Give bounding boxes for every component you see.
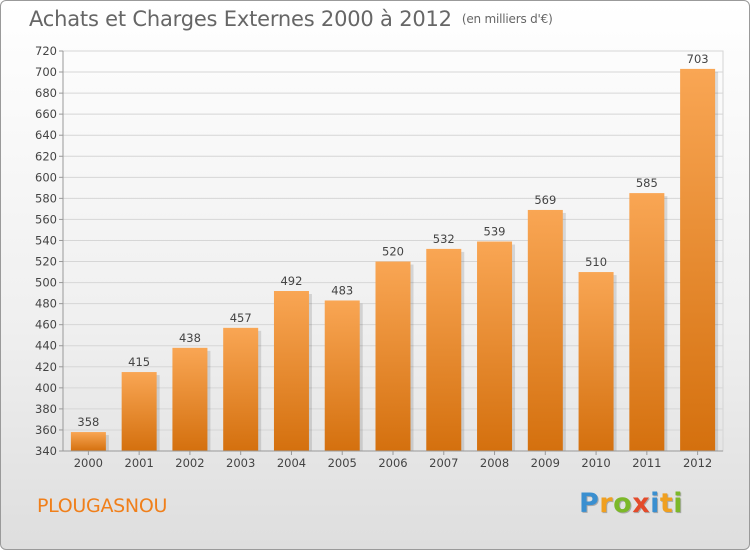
y-tick-label: 620 [35, 149, 57, 163]
bar-2000 [70, 432, 106, 451]
data-label: 532 [433, 232, 455, 246]
data-label: 569 [534, 193, 556, 207]
logo-letter: x [632, 488, 651, 519]
x-tick-label: 2007 [429, 456, 458, 470]
bar-2011 [629, 193, 665, 451]
y-axis: 340 360 380 400 420 440 460 480 500 520 540 560 580 6… [35, 44, 64, 458]
x-tick-label: 2008 [480, 456, 509, 470]
y-tick-label: 480 [35, 297, 57, 311]
logo-letter: i [673, 488, 684, 519]
y-tick-label: 560 [35, 212, 57, 226]
y-tick-label: 440 [35, 339, 57, 353]
y-tick-label: 460 [35, 318, 57, 332]
x-tick-label: 2010 [581, 456, 610, 470]
x-tick-label: 2004 [277, 456, 306, 470]
chart-title-text: Achats et Charges Externes 2000 à 2012 [29, 7, 452, 31]
x-axis: 2000 2001 2002 2003 2004 2005 2006 2007 2008 2009… [63, 450, 723, 470]
y-tick-label: 540 [35, 233, 57, 247]
data-labels: 358 415 438 457 492 483 520 532 539 569 510 585 703 [77, 52, 708, 429]
bar-2007 [426, 248, 462, 451]
bar-2012 [680, 68, 716, 451]
commune-name: PLOUGASNOU [37, 495, 168, 517]
bar-2001 [121, 372, 157, 451]
bars [70, 68, 719, 451]
data-label: 703 [687, 52, 709, 66]
logo-letter: t [659, 488, 674, 519]
y-tick-label: 520 [35, 255, 57, 269]
bar-2006 [375, 261, 411, 451]
y-tick-label: 720 [35, 44, 57, 58]
data-label: 415 [128, 355, 150, 369]
y-tick-label: 380 [35, 402, 57, 416]
y-tick-label: 400 [35, 381, 57, 395]
bar-2009 [527, 209, 563, 451]
y-tick-label: 660 [35, 107, 57, 121]
y-tick-label: 420 [35, 360, 57, 374]
x-tick-label: 2000 [74, 456, 103, 470]
data-label: 520 [382, 245, 404, 259]
y-tick-label: 700 [35, 65, 57, 79]
y-tick-label: 640 [35, 128, 57, 142]
proxiti-logo[interactable]: Proxiti [579, 488, 683, 519]
logo-letter: i [650, 488, 660, 519]
bar-2010 [578, 272, 614, 451]
y-tick-label: 340 [35, 444, 57, 458]
x-tick-label: 2006 [378, 456, 407, 470]
bar-2008 [477, 241, 513, 451]
logo-letter: r [599, 488, 614, 519]
x-tick-label: 2009 [531, 456, 560, 470]
x-tick-label: 2001 [125, 456, 154, 470]
x-tick-label: 2011 [632, 456, 661, 470]
x-tick-label: 2002 [175, 456, 204, 470]
y-tick-label: 580 [35, 191, 57, 205]
bar-2004 [273, 291, 309, 451]
bar-2005 [324, 300, 360, 451]
chart-title: Achats et Charges Externes 2000 à 2012 (e… [29, 7, 553, 31]
data-label: 457 [230, 311, 252, 325]
data-label: 492 [280, 274, 302, 288]
y-tick-label: 600 [35, 170, 57, 184]
y-tick-label: 680 [35, 86, 57, 100]
y-tick-label: 360 [35, 423, 57, 437]
data-label: 539 [484, 225, 506, 239]
y-tick-label: 500 [35, 276, 57, 290]
bar-2003 [223, 327, 259, 451]
bar-2002 [172, 347, 208, 451]
logo-letter: o [613, 488, 633, 519]
data-label: 510 [585, 255, 607, 269]
x-tick-label: 2003 [226, 456, 255, 470]
x-tick-label: 2012 [683, 456, 712, 470]
data-label: 483 [331, 283, 353, 297]
data-label: 358 [77, 415, 99, 429]
chart-unit: (en milliers d'€) [461, 12, 553, 26]
logo-letter: P [579, 488, 600, 519]
data-label: 438 [179, 331, 201, 345]
data-label: 585 [636, 176, 658, 190]
x-tick-label: 2005 [328, 456, 357, 470]
